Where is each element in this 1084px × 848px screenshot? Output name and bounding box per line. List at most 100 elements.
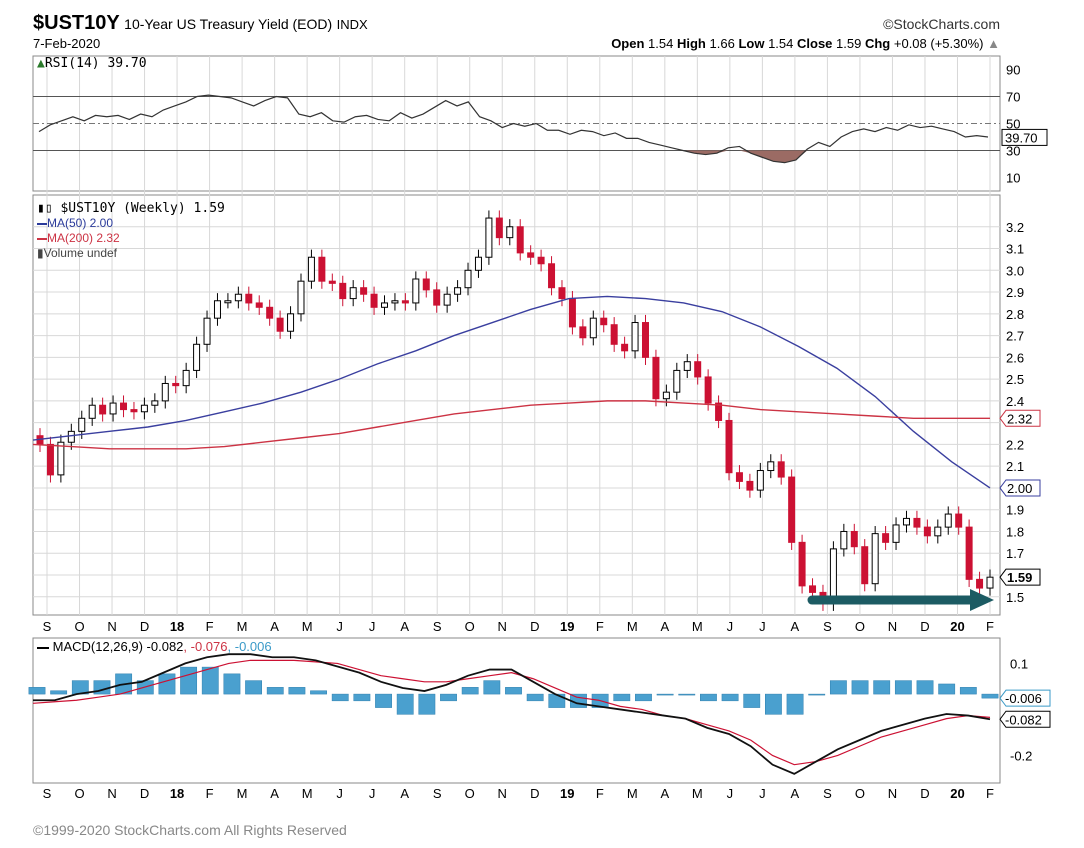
candle-body [88, 404, 96, 419]
macd-y-tick: -0.2 [1010, 748, 1032, 763]
candle-body [213, 300, 221, 319]
candle-body [579, 326, 587, 339]
candle-body [955, 513, 963, 528]
candle-body [610, 324, 618, 345]
price-x-tick: S [823, 619, 832, 634]
candle-body [829, 548, 837, 604]
macd-x-tick: A [400, 786, 409, 801]
macd-hist-value: -0.006 [234, 639, 272, 654]
macd-x-tick: M [237, 786, 248, 801]
candle-body [454, 287, 462, 295]
macd-hist-bar [50, 690, 68, 695]
candle-body [57, 441, 65, 476]
candle-body [140, 404, 148, 413]
macd-x-tick: F [986, 786, 994, 801]
macd-hist-bar [440, 693, 457, 702]
macd-line [33, 653, 991, 775]
macd-hist-bar [245, 680, 262, 695]
macd-hist-bar [938, 683, 956, 695]
macd-value-box [999, 710, 1051, 728]
price-x-tick: J [727, 619, 734, 634]
rsi-y-tick: 90 [1006, 63, 1020, 78]
candle-body [809, 585, 817, 593]
macd-value-box [999, 689, 1051, 707]
chart-date: 7-Feb-2020 [33, 36, 101, 51]
candle-body [255, 302, 263, 308]
candle-body [203, 317, 211, 345]
candle-body [99, 404, 107, 415]
candle-body [266, 306, 274, 319]
candle-body [944, 513, 952, 528]
candle-body [527, 252, 535, 258]
price-x-tick: N [107, 619, 116, 634]
candle-body [443, 293, 451, 306]
candle-body [662, 391, 670, 400]
rsi-legend-icon: ▲ [37, 56, 45, 71]
macd-hist-bar [310, 690, 327, 695]
macd-x-tick: J [727, 786, 734, 801]
candle-body [798, 541, 806, 587]
price-y-tick: 1.5 [1006, 590, 1024, 605]
macd-hist-bar [461, 687, 479, 695]
price-x-tick: A [400, 619, 409, 634]
rsi-y-tick: 70 [1006, 90, 1020, 105]
chg-arrow-icon: ▲ [987, 36, 1000, 51]
price-x-tick: 18 [170, 619, 184, 634]
candle-body [370, 293, 378, 308]
macd-hist-bar [851, 680, 869, 695]
rsi-oversold-fill-1 [739, 150, 808, 163]
rsi-y-tick: 10 [1006, 171, 1020, 186]
macd-hist-bar [180, 666, 198, 695]
macd-x-tick: D [530, 786, 539, 801]
macd-x-tick: A [660, 786, 669, 801]
price-x-tick: O [465, 619, 475, 634]
candle-body [788, 476, 796, 543]
candle-body [641, 322, 649, 358]
candle-body [621, 343, 629, 352]
macd-hist-bar [894, 680, 912, 695]
price-x-tick: O [74, 619, 84, 634]
price-value-box [999, 479, 1041, 497]
price-y-tick: 2.9 [1006, 285, 1024, 300]
macd-x-tick: 20 [950, 786, 964, 801]
high-value: 1.66 [709, 36, 735, 51]
price-y-tick: 3.2 [1006, 220, 1024, 235]
macd-x-tick: M [692, 786, 703, 801]
volume-bars-icon: ▮ [37, 246, 44, 260]
volume-legend: ▮Volume undef [37, 246, 117, 260]
candle-body [558, 287, 566, 300]
candle-body [130, 409, 138, 413]
candle-body [777, 461, 785, 478]
candle-body [746, 480, 754, 491]
candle-body [913, 517, 921, 528]
macd-hist-bar [158, 673, 176, 695]
macd-swatch [37, 646, 49, 649]
candle-body [67, 430, 75, 443]
candle-body [307, 256, 315, 282]
macd-signal-line [32, 659, 991, 766]
price-x-tick: 20 [950, 619, 964, 634]
rsi-legend: ▲RSI(14) 39.70 [37, 56, 147, 71]
ticker-symbol: $UST10Y [33, 12, 120, 34]
rsi-y-tick: 30 [1006, 144, 1020, 159]
macd-hist-bar [505, 687, 522, 695]
candle-body [673, 369, 681, 393]
open-value: 1.54 [648, 36, 674, 51]
exchange-label: INDX [336, 17, 368, 32]
price-x-tick: A [791, 619, 800, 634]
macd-x-tick: N [107, 786, 116, 801]
price-x-tick: J [336, 619, 343, 634]
price-x-tick: N [498, 619, 507, 634]
ma200-legend: MA(200) 2.32 [37, 231, 225, 246]
price-x-tick: S [43, 619, 52, 634]
candle-body [725, 419, 733, 474]
macd-hist-bar [28, 687, 46, 695]
macd-hist-bar [613, 693, 631, 702]
macd-x-tick: M [627, 786, 638, 801]
candle-body [234, 293, 242, 302]
price-x-tick: A [660, 619, 669, 634]
macd-hist-bar [829, 680, 847, 695]
candle-body [318, 256, 326, 282]
candle-body [161, 382, 169, 402]
price-legend-symbol: ▮▯ $UST10Y (Weekly) 1.59 [37, 201, 225, 216]
